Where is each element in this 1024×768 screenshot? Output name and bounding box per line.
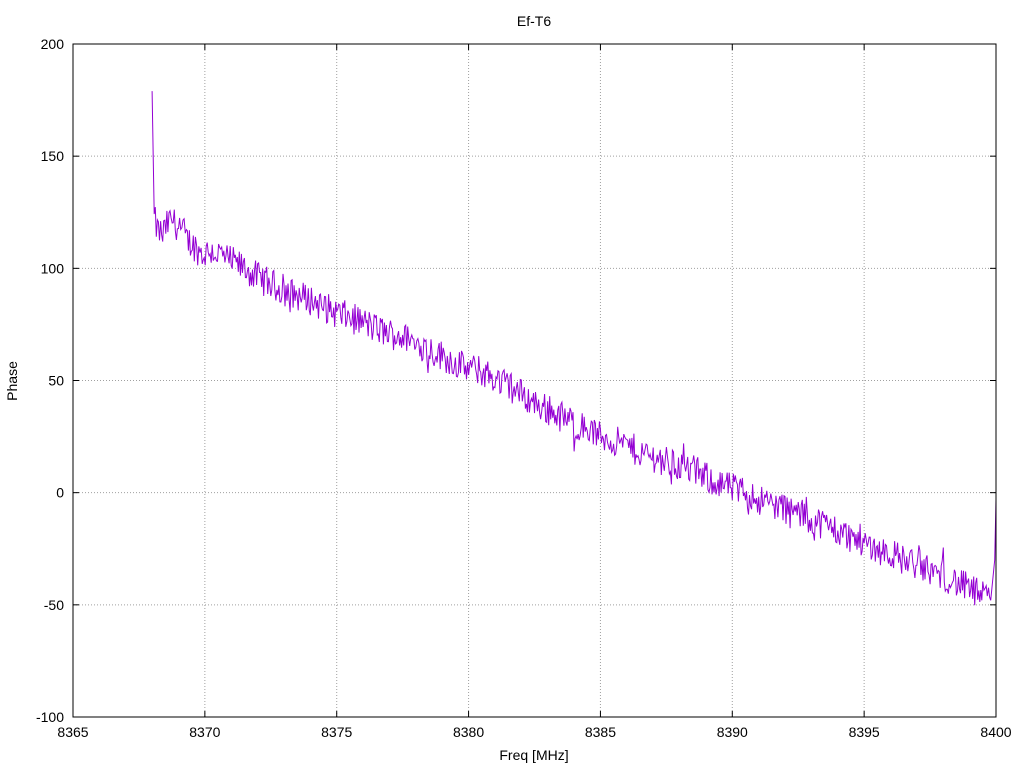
y-tick-label: -50 [44, 597, 64, 613]
x-tick-label: 8375 [321, 724, 352, 740]
y-tick-label: 50 [48, 373, 64, 389]
grid [73, 44, 996, 717]
y-tick-label: 0 [56, 485, 64, 501]
y-axis-label: Phase [4, 361, 20, 401]
x-tick-label: 8385 [585, 724, 616, 740]
x-tick-label: 8395 [849, 724, 880, 740]
x-tick-label: 8365 [57, 724, 88, 740]
x-tick-label: 8400 [980, 724, 1011, 740]
x-axis-label: Freq [MHz] [499, 747, 568, 763]
series-line [151, 91, 997, 606]
plot-frame [72, 43, 997, 718]
series-layer [151, 91, 997, 606]
y-tick-label: 200 [41, 36, 65, 52]
x-tick-label: 8370 [189, 724, 220, 740]
x-tick-label: 8390 [717, 724, 748, 740]
y-tick-label: 100 [41, 260, 65, 276]
y-tick-label: 150 [41, 148, 65, 164]
y-tick-label: -100 [36, 709, 64, 725]
x-tick-label: 8380 [453, 724, 484, 740]
chart-title: Ef-T6 [517, 13, 551, 29]
tick-labels: 8365 8370 8375 8380 8385 8390 8395 8400 -100 -50 0… [36, 36, 1012, 740]
